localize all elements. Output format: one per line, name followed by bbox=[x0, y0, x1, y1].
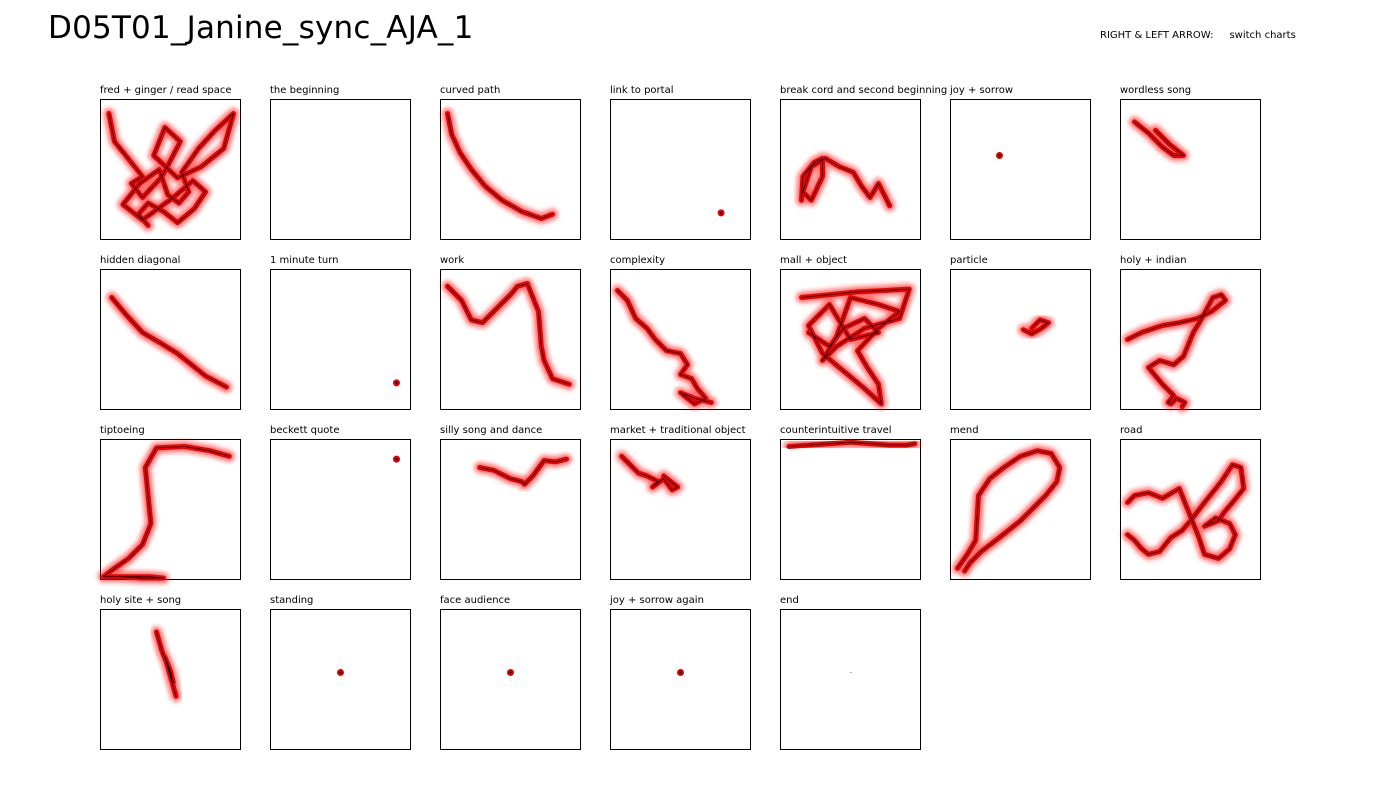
plot-frame bbox=[950, 99, 1091, 240]
plot-frame bbox=[270, 269, 411, 410]
plot-frame bbox=[610, 609, 751, 750]
chart-title: work bbox=[440, 255, 465, 266]
plot-frame bbox=[270, 439, 411, 580]
plot-frame bbox=[440, 609, 581, 750]
chart-plot bbox=[1120, 99, 1261, 240]
movement-trace bbox=[679, 671, 682, 674]
movement-trace bbox=[479, 458, 567, 485]
movement-trace bbox=[108, 113, 234, 226]
chart-plot bbox=[1120, 439, 1261, 580]
movement-trace bbox=[156, 631, 177, 697]
movement-trace bbox=[509, 671, 512, 674]
movement-trace bbox=[1127, 464, 1245, 559]
movement-trace bbox=[788, 441, 915, 447]
chart-plot bbox=[270, 99, 411, 240]
movement-trace bbox=[395, 457, 398, 461]
page-title: D05T01_Janine_sync_AJA_1 bbox=[48, 10, 474, 46]
movement-trace bbox=[719, 211, 723, 215]
movement-trace bbox=[998, 154, 1001, 157]
chart-title: particle bbox=[950, 255, 988, 266]
chart-title: wordless song bbox=[1120, 85, 1192, 96]
chart-plot bbox=[100, 99, 241, 240]
chart-plot bbox=[440, 609, 581, 750]
chart-title: beckett quote bbox=[270, 425, 340, 436]
chart-plot bbox=[780, 99, 921, 240]
movement-trace bbox=[957, 450, 1061, 572]
chart-plot bbox=[97, 439, 241, 584]
chart-title: tiptoeing bbox=[100, 425, 145, 436]
chart-plot bbox=[270, 439, 411, 580]
chart-title: face audience bbox=[440, 595, 511, 606]
chart-plot bbox=[440, 439, 581, 580]
chart-plot bbox=[610, 99, 751, 240]
chart-plot bbox=[950, 439, 1091, 580]
help-action-label: switch charts bbox=[1229, 30, 1296, 41]
movement-trace bbox=[447, 283, 570, 385]
chart-title: standing bbox=[270, 595, 314, 606]
chart-plot bbox=[780, 609, 921, 750]
chart-title: mall + object bbox=[780, 255, 847, 266]
chart-title: market + traditional object bbox=[610, 425, 746, 436]
chart-title: joy + sorrow again bbox=[610, 595, 704, 606]
chart-plot bbox=[780, 269, 921, 410]
plot-frame bbox=[780, 439, 921, 580]
movement-trace bbox=[1134, 121, 1184, 156]
plot-frame bbox=[610, 99, 751, 240]
chart-title: road bbox=[1120, 425, 1143, 436]
plot-frame bbox=[270, 609, 411, 750]
plot-frame bbox=[440, 99, 581, 240]
chart-plot bbox=[610, 609, 751, 750]
chart-title: counterintuitive travel bbox=[780, 425, 892, 436]
chart-plot bbox=[100, 269, 241, 410]
movement-trace bbox=[447, 113, 553, 219]
chart-title: curved path bbox=[440, 85, 501, 96]
chart-title: silly song and dance bbox=[440, 425, 543, 436]
chart-title: holy + indian bbox=[1120, 255, 1187, 266]
plot-frame bbox=[780, 609, 921, 750]
chart-plot bbox=[950, 99, 1091, 240]
chart-title: mend bbox=[950, 425, 979, 436]
movement-trace bbox=[1127, 294, 1226, 407]
chart-plot bbox=[610, 269, 751, 410]
chart-plot bbox=[270, 609, 411, 750]
movement-trace bbox=[801, 288, 910, 405]
chart-plot bbox=[100, 609, 241, 750]
chart-title: holy site + song bbox=[100, 595, 182, 606]
chart-title: end bbox=[780, 595, 799, 606]
plot-frame bbox=[950, 269, 1091, 410]
movement-trace bbox=[621, 456, 679, 491]
movement-trace bbox=[339, 671, 342, 674]
help-keys-label: RIGHT & LEFT ARROW: bbox=[1100, 30, 1214, 41]
movement-trace bbox=[617, 290, 712, 405]
chart-plot bbox=[1120, 269, 1261, 413]
chart-title: break cord and second beginning bbox=[780, 85, 948, 96]
chart-title: 1 minute turn bbox=[270, 255, 339, 266]
chart-title: hidden diagonal bbox=[100, 255, 181, 266]
chart-title: complexity bbox=[610, 255, 665, 266]
chart-title: joy + sorrow bbox=[950, 85, 1014, 96]
plot-frame bbox=[610, 269, 751, 410]
movement-trace bbox=[1023, 319, 1049, 335]
chart-plot bbox=[950, 269, 1091, 410]
movement-trace bbox=[111, 297, 227, 388]
chart-title: fred + ginger / read space bbox=[100, 85, 232, 96]
chart-title: link to portal bbox=[610, 85, 674, 96]
movement-trace bbox=[395, 381, 398, 385]
chart-plot bbox=[610, 439, 751, 580]
chart-plot bbox=[440, 269, 581, 410]
chart-plot bbox=[440, 99, 581, 240]
plot-frame bbox=[270, 99, 411, 240]
chart-plot bbox=[780, 436, 921, 580]
movement-trace bbox=[102, 446, 230, 579]
movement-trace bbox=[801, 157, 891, 207]
keyboard-help: RIGHT & LEFT ARROW: switch charts bbox=[1100, 30, 1296, 41]
chart-plot bbox=[270, 269, 411, 410]
chart-title: the beginning bbox=[270, 85, 340, 96]
